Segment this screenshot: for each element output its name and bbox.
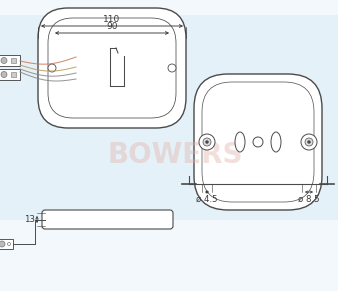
Circle shape	[0, 241, 5, 247]
Text: BOWERS: BOWERS	[107, 141, 243, 169]
FancyBboxPatch shape	[194, 74, 322, 210]
Bar	[11, 58, 16, 63]
Bar	[0, 239, 13, 249]
FancyBboxPatch shape	[38, 8, 186, 128]
FancyBboxPatch shape	[42, 210, 173, 229]
Text: ø 8.5: ø 8.5	[298, 195, 320, 204]
Circle shape	[308, 141, 311, 143]
Text: 110: 110	[103, 15, 121, 24]
Circle shape	[253, 137, 263, 147]
FancyBboxPatch shape	[0, 15, 338, 220]
Circle shape	[199, 134, 215, 150]
Circle shape	[48, 64, 56, 72]
Ellipse shape	[271, 132, 281, 152]
Circle shape	[7, 242, 10, 246]
Bar	[11, 72, 16, 77]
Circle shape	[305, 138, 313, 146]
Circle shape	[206, 141, 209, 143]
Bar	[0, 55, 20, 66]
Circle shape	[168, 64, 176, 72]
Text: 90: 90	[106, 22, 118, 31]
Text: ø 4.5: ø 4.5	[196, 195, 218, 204]
Text: 13: 13	[24, 215, 35, 224]
Circle shape	[203, 138, 211, 146]
Circle shape	[1, 58, 7, 63]
Circle shape	[1, 72, 7, 77]
Circle shape	[301, 134, 317, 150]
Ellipse shape	[235, 132, 245, 152]
Bar	[0, 69, 20, 80]
